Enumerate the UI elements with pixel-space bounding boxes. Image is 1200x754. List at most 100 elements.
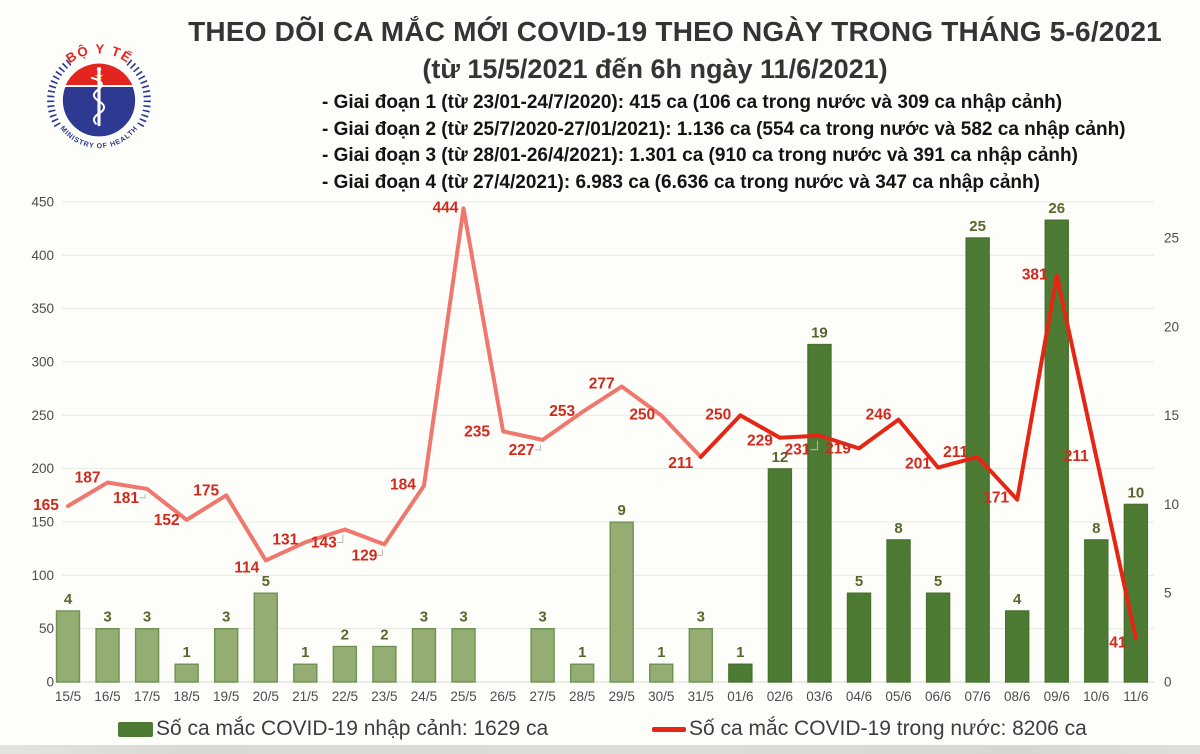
logo-right-rays	[126, 59, 151, 130]
bar-30/5	[649, 663, 674, 683]
bar-31/5	[688, 628, 713, 683]
y-left-tick: 0	[46, 675, 54, 690]
line-label-15/5: 165	[33, 497, 59, 514]
line-label-04/6: 219	[825, 440, 851, 457]
logo-left-rays	[47, 59, 72, 130]
line-label-27/5: 227	[509, 442, 535, 459]
bar-label-16/5: 3	[103, 609, 111, 626]
y-left-tick: 250	[31, 408, 54, 423]
bar-15/5	[55, 610, 81, 683]
line-label-26/5: 235	[464, 423, 490, 440]
bar-09/6	[1044, 219, 1069, 683]
bar-08/6	[1005, 610, 1030, 683]
y-right-tick: 10	[1164, 497, 1179, 512]
bar-23/5	[372, 645, 397, 683]
y-left-tick: 200	[31, 461, 54, 476]
x-tick-19/5: 19/5	[213, 689, 239, 704]
bar-label-29/5: 9	[618, 502, 626, 519]
line-label-21/5: 131	[272, 531, 298, 548]
line-label-03/6: 231	[785, 442, 811, 459]
line-label-02/6: 229	[747, 433, 773, 450]
y-axis-left-labels: 0 50 100 150 200 250 300 350 400 450	[31, 195, 54, 690]
y-left-tick: 300	[31, 355, 54, 370]
bar-label-10/6: 8	[1092, 520, 1100, 537]
line-label-06/6: 201	[905, 456, 931, 473]
page-subtitle: (từ 15/5/2021 đến 6h ngày 11/6/2021)	[422, 54, 888, 84]
x-tick-16/5: 16/5	[94, 689, 120, 704]
svg-text:BỘ Y TẾ: BỘ Y TẾ	[63, 41, 135, 66]
y-left-tick: 400	[31, 248, 54, 263]
bar-label-25/5: 3	[459, 609, 467, 626]
phase-4-line: - Giai đoạn 4 (từ 27/4/2021): 6.983 ca (…	[322, 171, 1040, 193]
bar-22/5	[332, 645, 358, 683]
bar-label-04/6: 5	[855, 573, 863, 590]
y-right-tick: 0	[1164, 675, 1172, 690]
x-tick-15/5: 15/5	[55, 689, 81, 704]
line-label-28/5: 253	[549, 403, 575, 420]
x-tick-25/5: 25/5	[450, 689, 476, 704]
y-left-tick: 50	[39, 621, 54, 636]
bar-01/6	[728, 663, 753, 683]
bar-label-05/6: 8	[894, 520, 902, 537]
bar-label-15/5: 4	[64, 591, 73, 608]
legend-item-domestic: Số ca mắc COVID-19 trong nước: 8206 ca	[652, 717, 1087, 741]
phase-3-line: - Giai đoạn 3 (từ 28/01-26/4/2021): 1.30…	[322, 145, 1078, 166]
phase-1-line: - Giai đoạn 1 (từ 23/01-24/7/2020): 415 …	[322, 92, 1063, 113]
x-tick-09/6: 09/6	[1044, 689, 1070, 704]
x-tick-01/6: 01/6	[727, 689, 753, 704]
bar-label-03/6: 19	[811, 325, 828, 342]
x-tick-07/6: 07/6	[965, 689, 991, 704]
line-label-10/6: 211	[1064, 448, 1089, 465]
bar-02/6	[767, 468, 793, 683]
bar-label-11/6: 10	[1128, 484, 1145, 501]
bar-10/6	[1084, 539, 1109, 683]
bar-03/6	[807, 343, 832, 683]
line-label-20/5: 114	[234, 559, 259, 576]
x-tick-08/6: 08/6	[1004, 689, 1030, 704]
line-label-31/5: 211	[668, 455, 693, 472]
line-label-22/5: 143	[311, 534, 337, 551]
line-label-11/6: 41	[1109, 634, 1127, 651]
bar-17/5	[134, 628, 160, 683]
x-tick-06/6: 06/6	[925, 689, 951, 704]
x-tick-29/5: 29/5	[609, 689, 635, 704]
bar-label-28/5: 1	[578, 644, 586, 661]
x-tick-04/6: 04/6	[846, 689, 872, 704]
y-right-tick: 5	[1164, 586, 1172, 601]
legend-domestic-label: Số ca mắc COVID-19 trong nước: 8206 ca	[689, 717, 1087, 740]
bar-19/5	[213, 628, 239, 683]
legend-bar-swatch	[118, 721, 153, 737]
bar-25/5	[451, 628, 476, 683]
x-tick-05/6: 05/6	[885, 689, 911, 704]
imported-cases-bars	[55, 219, 1149, 683]
bar-18/5	[174, 663, 199, 683]
bar-label-07/6: 25	[969, 218, 986, 235]
x-tick-28/5: 28/5	[569, 689, 595, 704]
line-label-30/5: 250	[629, 406, 655, 423]
y-left-tick: 100	[31, 568, 54, 583]
x-tick-22/5: 22/5	[332, 689, 358, 704]
y-right-tick: 20	[1164, 319, 1179, 334]
bar-24/5	[411, 628, 437, 683]
y-right-tick: 15	[1164, 408, 1179, 423]
bottom-strip	[0, 745, 1200, 754]
y-left-tick: 150	[31, 515, 54, 530]
bar-label-06/6: 5	[934, 573, 942, 590]
line-label-25/5: 444	[433, 199, 459, 216]
label-connectors	[139, 440, 818, 556]
x-tick-20/5: 20/5	[253, 689, 279, 704]
bar-label-30/5: 1	[657, 644, 665, 661]
x-tick-17/5: 17/5	[134, 689, 160, 704]
bar-label-09/6: 26	[1048, 200, 1065, 217]
bar-label-02/6: 12	[772, 449, 789, 466]
line-label-23/5: 129	[351, 547, 377, 564]
bar-21/5	[293, 663, 318, 683]
legend-line-swatch	[652, 726, 686, 732]
line-label-29/5: 277	[589, 376, 615, 393]
line-label-05/6: 246	[866, 407, 892, 424]
line-label-16/5: 187	[75, 470, 101, 487]
line-label-24/5: 184	[390, 477, 416, 494]
